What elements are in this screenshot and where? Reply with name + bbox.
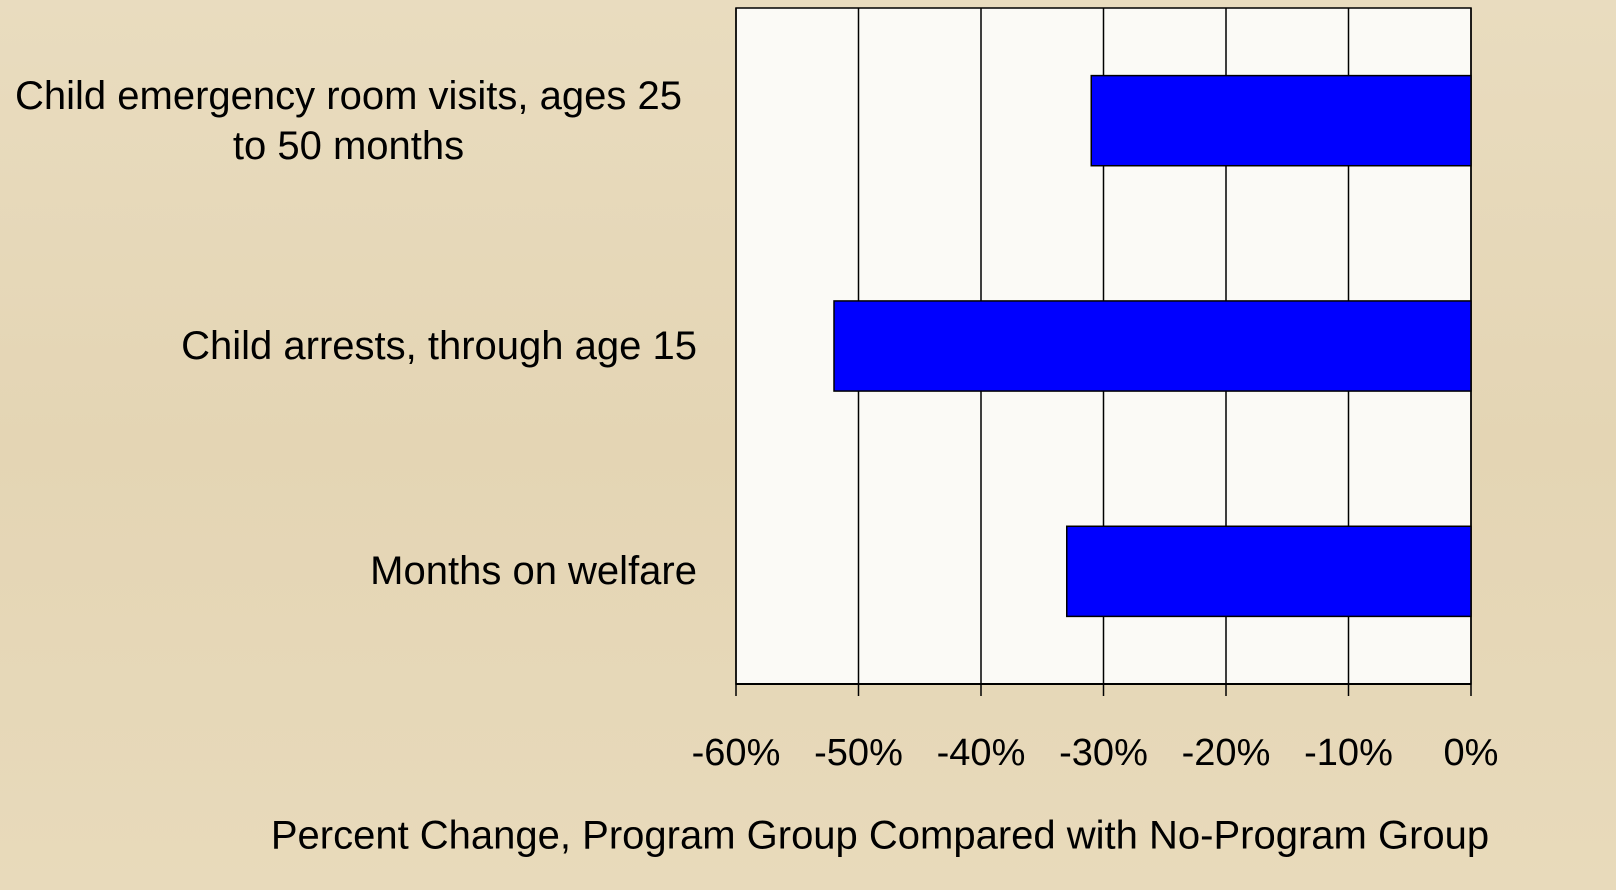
x-tick-label: 0% bbox=[1444, 732, 1499, 774]
bar bbox=[1066, 525, 1472, 618]
category-label: Child emergency room visits, ages 25 to … bbox=[15, 73, 682, 168]
x-tick-label: -60% bbox=[692, 732, 781, 774]
category-label: Months on welfare bbox=[370, 549, 697, 594]
x-tick-label: -20% bbox=[1182, 732, 1271, 774]
bar bbox=[833, 300, 1472, 392]
x-tick-label: -10% bbox=[1304, 732, 1393, 774]
x-tick-label: -30% bbox=[1059, 732, 1148, 774]
x-tick-label: -50% bbox=[814, 732, 903, 774]
category-label: Child arrests, through age 15 bbox=[181, 324, 697, 368]
bar bbox=[1090, 74, 1472, 167]
x-tick-label: -40% bbox=[937, 732, 1026, 774]
x-axis-label: Percent Change, Program Group Compared w… bbox=[271, 814, 1489, 858]
